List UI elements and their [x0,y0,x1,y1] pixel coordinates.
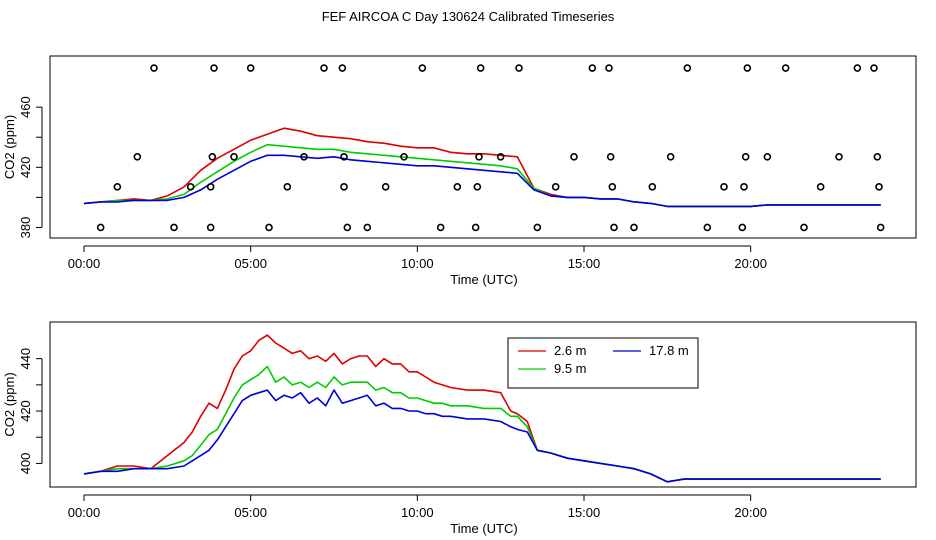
data-point [471,223,480,232]
plot-frame [49,321,917,488]
y-axis-label: CO2 (ppm) [2,372,17,436]
x-tick-label: 10:00 [401,256,434,271]
data-point [738,223,747,232]
y-tick-label: 400 [18,453,33,475]
data-point [133,152,142,161]
plot-area [83,334,881,483]
plot-area [83,64,885,232]
data-point [210,64,218,72]
data-point [206,223,215,232]
legend-label: 17.8 m [649,343,689,358]
series-line-2-6-m [83,127,881,208]
data-point [608,183,617,191]
data-point [683,64,692,72]
x-tick-label: 00:00 [68,505,101,520]
data-point [265,223,273,232]
data-point [720,183,728,191]
data-point [476,64,485,72]
plot-frame [49,55,917,239]
legend-box [507,337,699,389]
panel-bottom: 00:00 05:00 10:00 15:00 20:00 Time (UTC) 400 42… [2,321,917,536]
data-point [835,152,843,161]
data-point [206,183,215,191]
data-point [703,223,712,232]
y-tick-label: 440 [18,348,33,370]
data-point [150,64,158,72]
series-line-17-8-m [83,154,881,208]
data-point [630,223,638,232]
data-point [246,64,255,72]
x-axis-label: Time (UTC) [450,521,517,536]
data-point [873,152,882,161]
data-point [816,183,825,191]
legend-label: 2.6 m [554,343,587,358]
x-tick-label: 20:00 [734,505,767,520]
data-point [381,183,390,191]
data-point [475,152,483,161]
data-point [741,152,750,161]
page-title: FEF AIRCOA C Day 130624 Calibrated Times… [321,9,615,24]
data-point [338,64,347,72]
data-point [853,64,862,72]
series-line-17-8-m [83,389,881,483]
legend-label: 9.5 m [554,361,587,376]
data-point [781,64,790,72]
x-tick-label: 15:00 [568,256,601,271]
data-point [876,223,885,232]
data-point [588,64,597,72]
series-line-9-5-m [83,365,881,483]
data-point [875,183,883,191]
data-point [96,223,105,232]
x-tick-label: 00:00 [68,256,101,271]
data-point [208,152,217,161]
panel-top: 00:00 05:00 10:00 15:00 20:00 Time (UTC) 380 42… [2,55,917,287]
y-tick-label: 460 [18,96,33,118]
data-point [300,152,308,161]
data-point [400,152,408,161]
data-point [418,64,427,72]
legend: 2.6 m 17.8 m 9.5 m [507,337,699,389]
data-point [230,152,238,161]
data-point [320,64,328,72]
x-tick-label: 20:00 [734,256,767,271]
data-point [606,152,615,161]
data-point [453,183,462,191]
data-point [743,64,752,72]
data-point [870,64,878,72]
y-tick-label: 420 [18,400,33,422]
x-axis-label: Time (UTC) [450,272,517,287]
y-tick-label: 420 [18,156,33,178]
data-point [666,152,675,161]
data-point [496,152,505,161]
data-point [515,64,523,72]
data-point [343,223,352,232]
y-tick-label: 380 [18,217,33,239]
data-point [363,223,372,232]
data-point [186,183,195,191]
x-tick-label: 15:00 [568,505,601,520]
data-point [473,183,482,191]
data-point [533,223,542,232]
data-point [436,223,445,232]
x-tick-label: 05:00 [234,256,267,271]
data-point [763,152,772,161]
data-point [605,64,613,72]
data-point [648,183,657,191]
x-tick-label: 05:00 [234,505,267,520]
data-point [570,152,578,161]
data-point [740,183,748,191]
data-point [340,183,348,191]
data-point [170,223,178,232]
data-point [610,223,618,232]
data-point [283,183,292,191]
x-tick-label: 10:00 [401,505,434,520]
data-point [113,183,122,191]
y-axis-label: CO2 (ppm) [2,115,17,179]
data-point [551,183,560,191]
data-point [800,223,808,232]
data-point [340,152,348,161]
